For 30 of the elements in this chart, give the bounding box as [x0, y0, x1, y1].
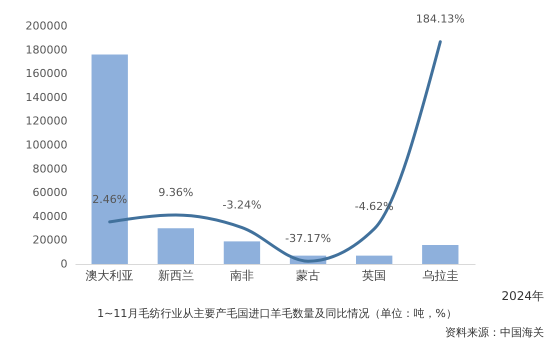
bar [356, 256, 392, 264]
data-label: 2.46% [92, 192, 128, 206]
bar [224, 241, 260, 264]
y-tick-label: 160000 [26, 67, 68, 80]
text: 2024年 [501, 288, 544, 305]
x-tick-label: 蒙古 [296, 268, 320, 282]
x-tick-label: 南非 [230, 268, 254, 282]
bar [92, 54, 128, 264]
text: 资料来源：中国海关 [445, 325, 544, 340]
y-tick-label: 0 [60, 258, 68, 270]
y-tick-label: 80000 [32, 162, 68, 176]
y-tick-label: 20000 [32, 234, 68, 247]
y-tick-label: 100000 [26, 138, 68, 152]
data-label: 184.13% [416, 12, 465, 26]
y-tick-label: 140000 [26, 90, 68, 104]
x-tick-label: 英国 [362, 268, 386, 282]
y-tick-label: 60000 [32, 186, 68, 200]
data-label: -3.24% [222, 198, 262, 212]
x-tick-label: 乌拉圭 [422, 268, 458, 282]
data-label: -37.17% [285, 232, 332, 246]
y-tick-label: 40000 [32, 210, 68, 223]
text: 1~11月毛纺行业从主要产毛国进口羊毛数量及同比情况（单位：吨，%） [96, 306, 458, 321]
bar [422, 244, 458, 264]
data-label: 9.36% [158, 186, 194, 200]
y-tick-label: 180000 [26, 43, 68, 56]
x-tick-label: 澳大利亚 [86, 268, 134, 282]
bar [158, 228, 194, 264]
y-tick-label: 200000 [26, 20, 68, 32]
x-tick-label: 新西兰 [158, 268, 194, 282]
y-tick-label: 120000 [26, 114, 68, 128]
